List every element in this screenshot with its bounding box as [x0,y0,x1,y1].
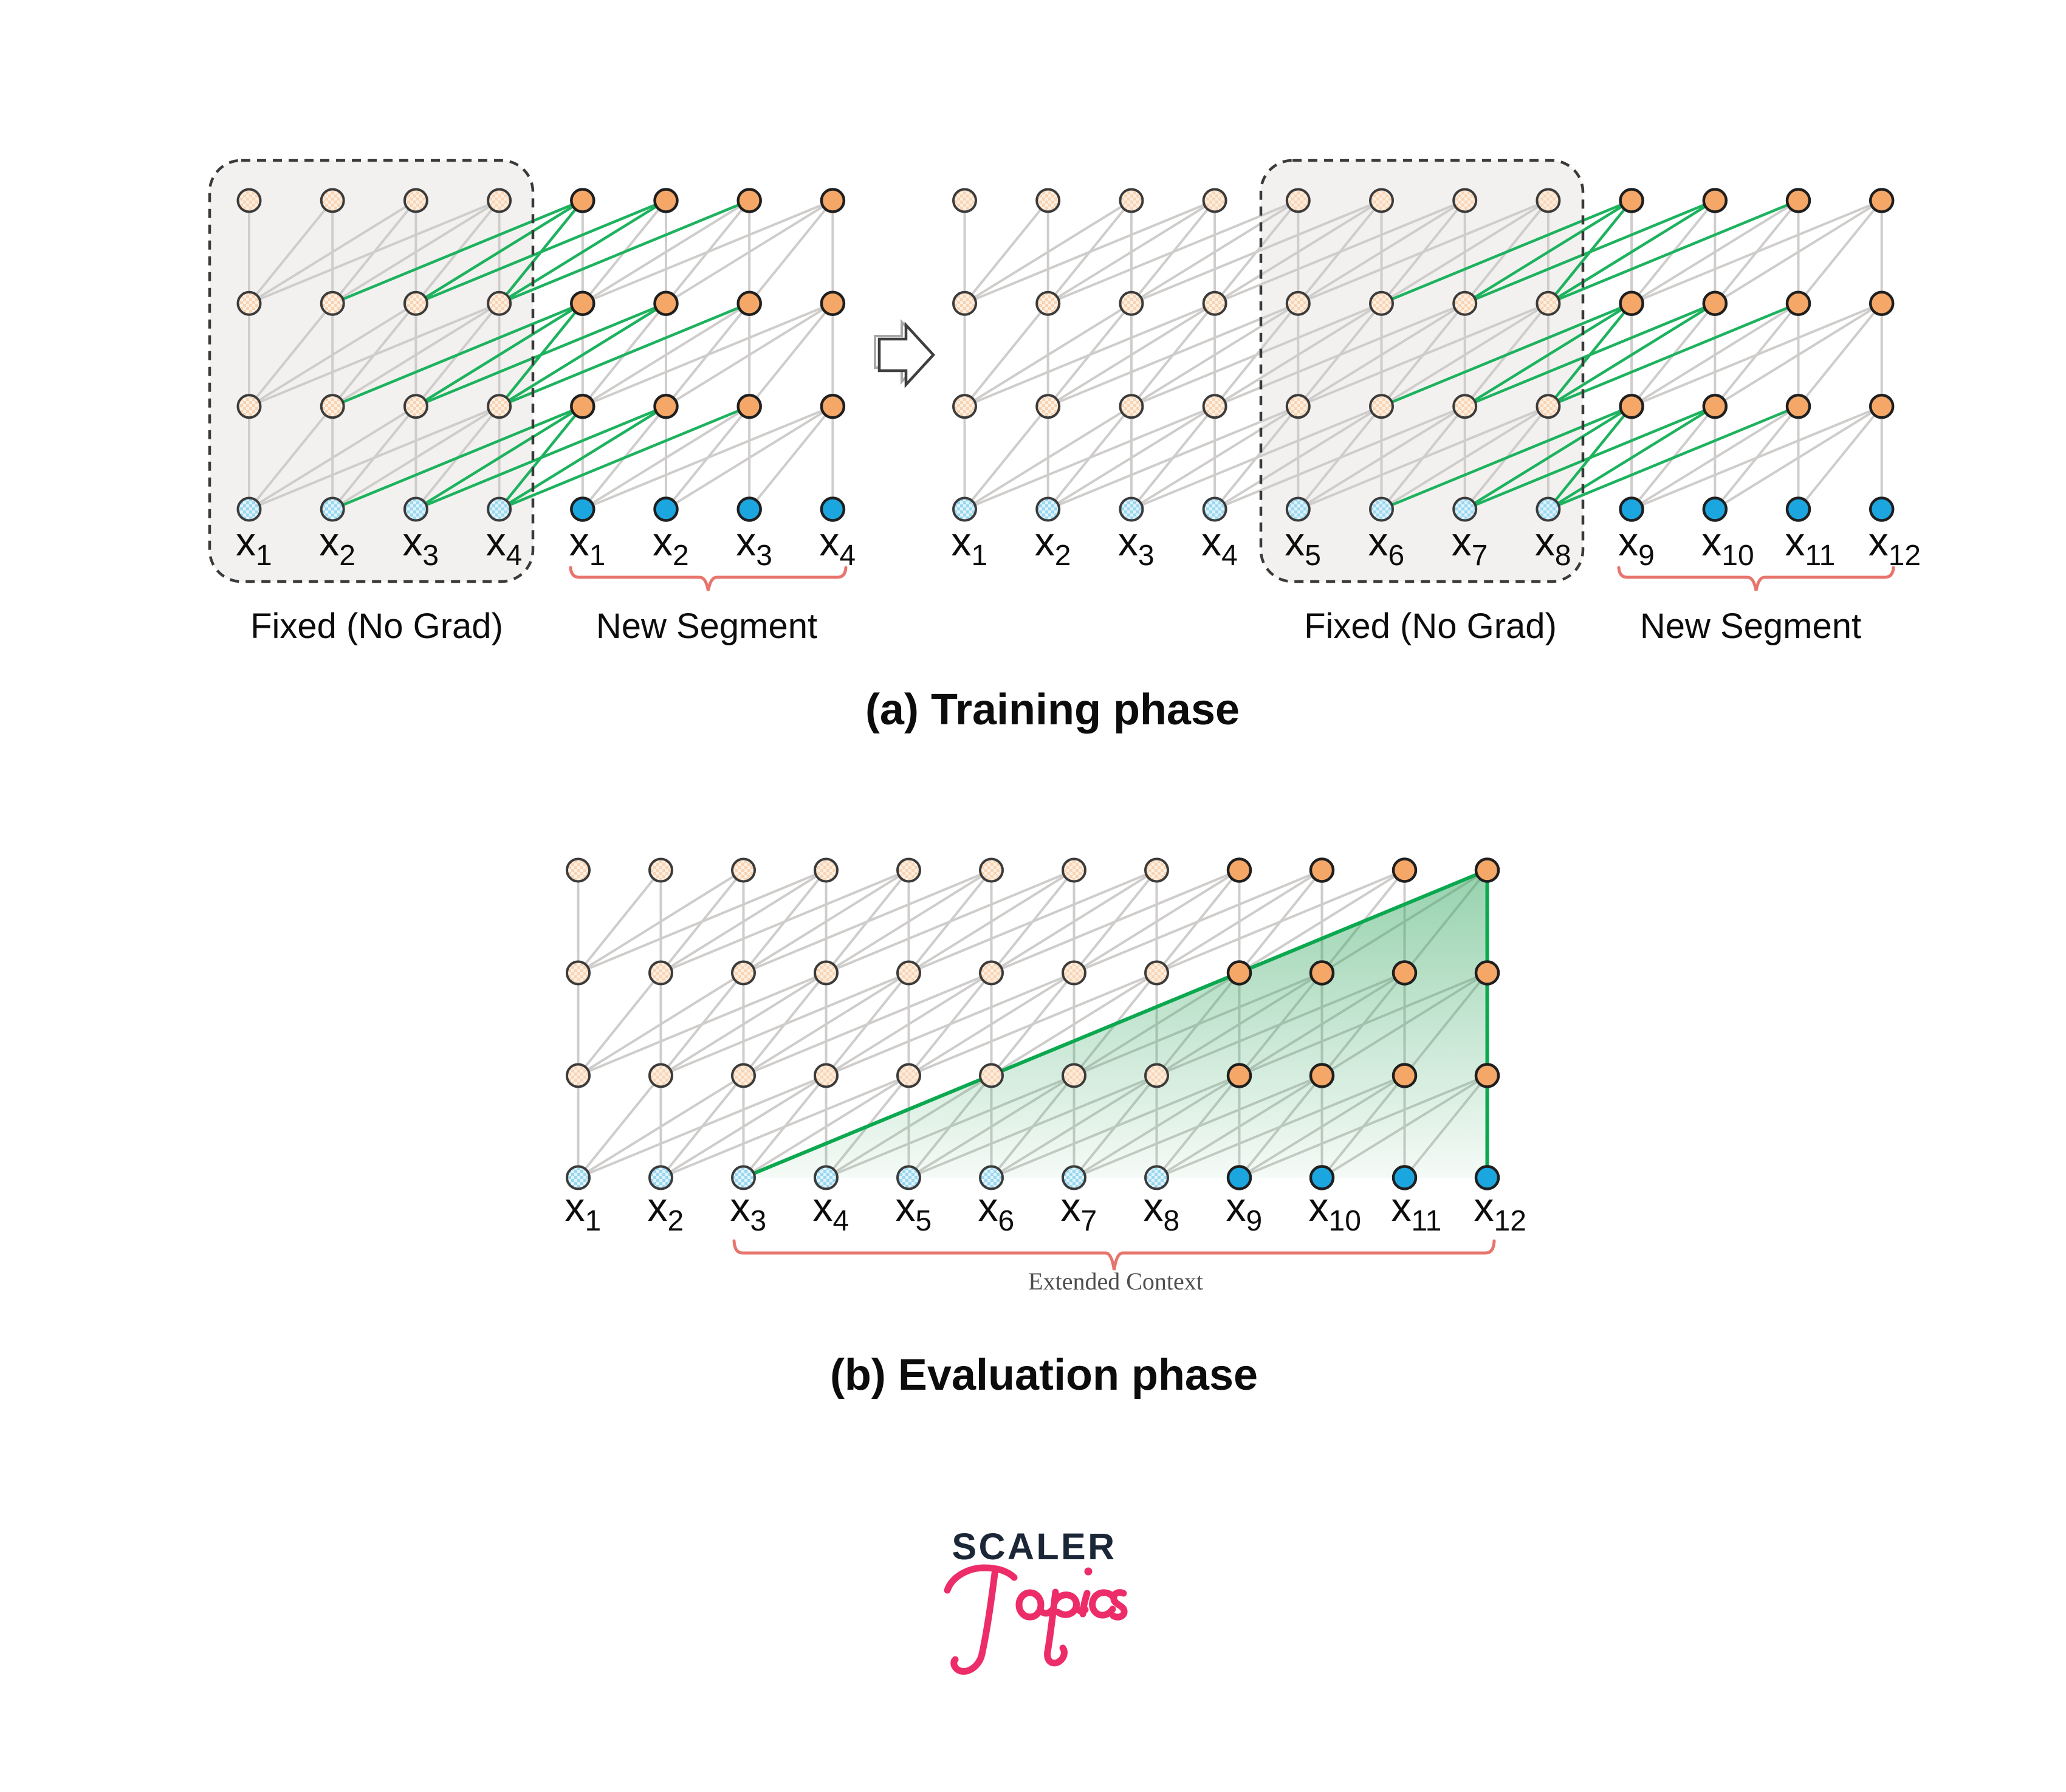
svg-text:SCALER: SCALER [952,1526,1116,1567]
svg-text:x6: x6 [978,1184,1015,1237]
svg-text:x3: x3 [736,519,772,572]
svg-text:New Segment: New Segment [596,606,817,646]
svg-text:(b) Evaluation phase: (b) Evaluation phase [830,1351,1258,1399]
svg-text:Fixed (No Grad): Fixed (No Grad) [250,606,503,646]
svg-text:x1: x1 [565,1184,602,1237]
svg-text:New Segment: New Segment [1640,606,1861,646]
svg-text:(a) Training phase: (a) Training phase [865,685,1240,734]
svg-text:x4: x4 [813,1184,849,1237]
svg-text:Extended Context: Extended Context [1028,1268,1203,1295]
svg-text:x7: x7 [1452,519,1488,572]
svg-text:Fixed (No Grad): Fixed (No Grad) [1304,606,1557,646]
svg-text:x4: x4 [486,519,523,572]
svg-text:x1: x1 [236,519,272,572]
svg-text:x9: x9 [1618,519,1655,572]
